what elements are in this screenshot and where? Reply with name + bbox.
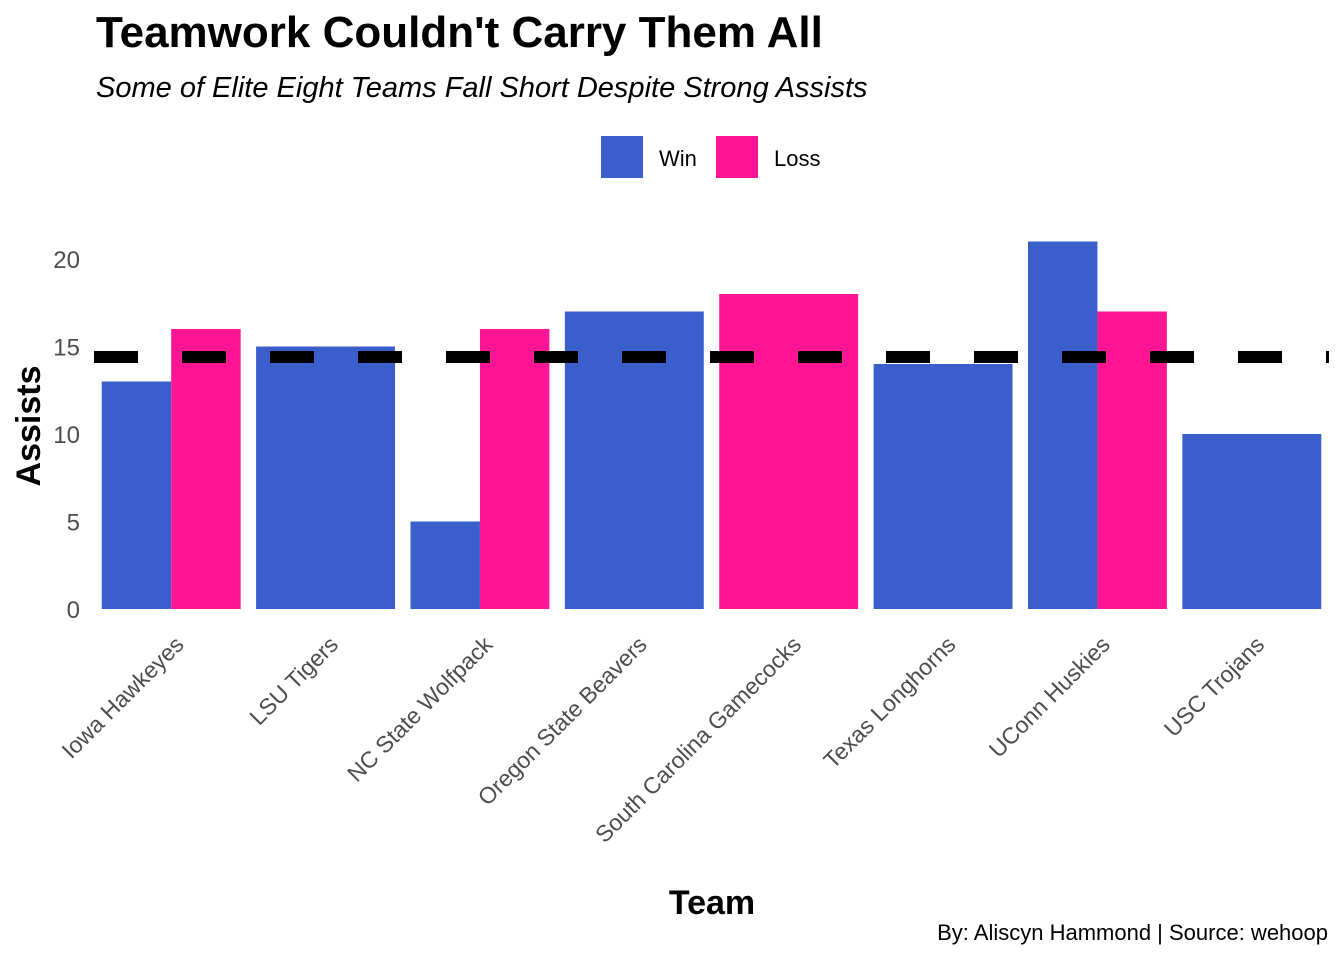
legend-label-loss: Loss bbox=[774, 146, 820, 171]
legend-swatch-win bbox=[601, 136, 643, 178]
x-tick-label: USC Trojans bbox=[1159, 631, 1270, 742]
legend-label-win: Win bbox=[659, 146, 697, 171]
chart-title: Teamwork Couldn't Carry Them All bbox=[96, 8, 823, 57]
y-tick-label: 10 bbox=[53, 422, 80, 449]
x-tick-label: LSU Tigers bbox=[244, 631, 343, 730]
bar-win-lsu-tigers bbox=[256, 346, 396, 609]
x-tick-label: Oregon State Beavers bbox=[473, 631, 652, 810]
bar-loss-iowa-hawkeyes bbox=[171, 329, 241, 609]
y-tick-label: 15 bbox=[53, 335, 80, 362]
legend-swatch-loss bbox=[716, 136, 758, 178]
x-tick-label: UConn Huskies bbox=[984, 631, 1115, 762]
y-axis-title: Assists bbox=[10, 366, 48, 487]
bar-win-texas-longhorns bbox=[873, 364, 1013, 609]
y-tick-label: 5 bbox=[67, 510, 80, 537]
bar-win-uconn-huskies bbox=[1027, 241, 1098, 609]
x-tick-label: Iowa Hawkeyes bbox=[56, 631, 188, 763]
bars bbox=[101, 241, 1322, 609]
y-tick-label: 0 bbox=[67, 597, 80, 624]
bar-win-iowa-hawkeyes bbox=[101, 381, 172, 609]
bar-loss-south-carolina-gamecocks bbox=[719, 294, 859, 609]
x-tick-label: NC State Wolfpack bbox=[342, 631, 498, 787]
chart-subtitle: Some of Elite Eight Teams Fall Short Des… bbox=[96, 72, 868, 104]
x-tick-label: Texas Longhorns bbox=[818, 631, 960, 773]
legend: Win Loss bbox=[601, 136, 820, 178]
chart-caption: By: Aliscyn Hammond | Source: wehoop bbox=[937, 920, 1328, 945]
y-axis-ticks: 0 5 10 15 20 bbox=[53, 247, 80, 624]
bar-win-nc-state-wolfpack bbox=[410, 521, 480, 609]
bar-loss-nc-state-wolfpack bbox=[479, 329, 550, 609]
bar-win-usc-trojans bbox=[1182, 434, 1322, 609]
y-tick-label: 20 bbox=[53, 247, 80, 274]
x-axis-title: Team bbox=[669, 884, 755, 922]
